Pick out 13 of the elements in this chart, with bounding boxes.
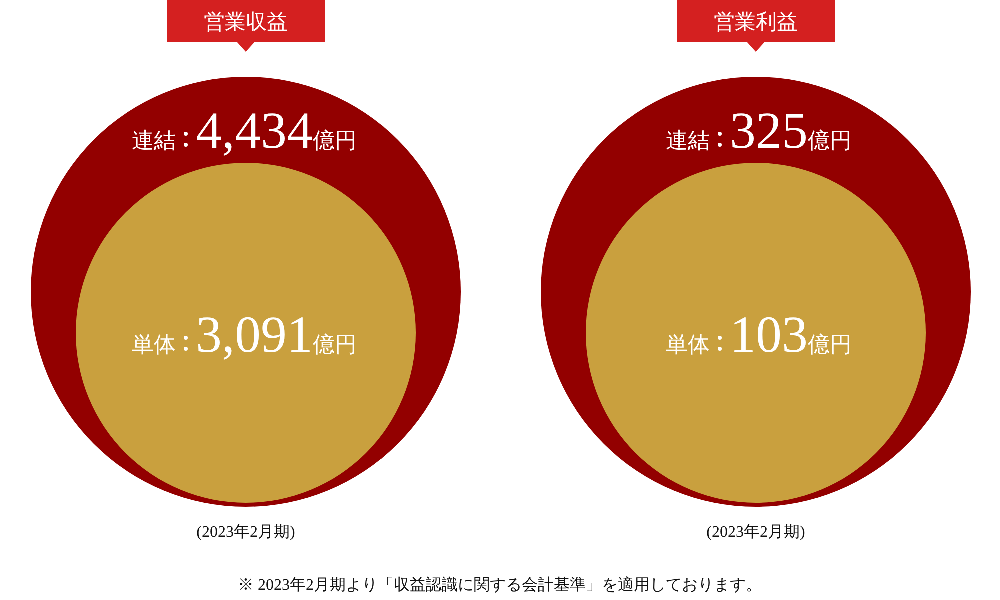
- text: ※ 2023年2月期より「収益認識に関する会計基準」を適用しております。: [238, 576, 762, 594]
- text: 営業利益: [714, 10, 798, 34]
- data-label: 103億円: [730, 307, 852, 364]
- text: (2023年2月期): [706, 523, 806, 541]
- text: 営業収益: [204, 10, 288, 34]
- category-label: 連結: [132, 129, 176, 154]
- category-label: 単体: [666, 333, 710, 358]
- text: (2023年2月期): [196, 523, 296, 541]
- data-label: 3,091億円: [196, 307, 357, 364]
- category-label: 連結: [666, 129, 710, 154]
- data-label: 4,434億円: [196, 103, 357, 160]
- category-label: 単体: [132, 333, 176, 358]
- data-label: 325億円: [730, 103, 852, 160]
